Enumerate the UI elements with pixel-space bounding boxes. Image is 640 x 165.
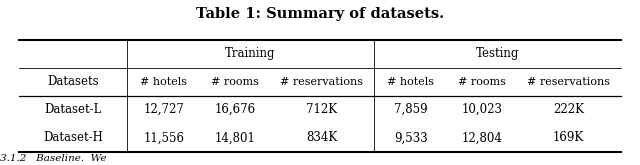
Text: 12,804: 12,804 bbox=[461, 131, 502, 144]
Text: # hotels: # hotels bbox=[140, 77, 188, 87]
Text: Testing: Testing bbox=[476, 47, 519, 60]
Text: # reservations: # reservations bbox=[280, 77, 364, 87]
Text: 16,676: 16,676 bbox=[214, 103, 256, 116]
Text: 7,859: 7,859 bbox=[394, 103, 428, 116]
Text: Dataset-H: Dataset-H bbox=[44, 131, 103, 144]
Text: 3.1.2   Baseline.  We: 3.1.2 Baseline. We bbox=[0, 154, 106, 163]
Text: 9,533: 9,533 bbox=[394, 131, 428, 144]
Text: 169K: 169K bbox=[553, 131, 584, 144]
Text: 11,556: 11,556 bbox=[143, 131, 184, 144]
Text: 10,023: 10,023 bbox=[461, 103, 502, 116]
Text: # rooms: # rooms bbox=[211, 77, 259, 87]
Text: 834K: 834K bbox=[307, 131, 337, 144]
Text: 12,727: 12,727 bbox=[143, 103, 184, 116]
Text: 222K: 222K bbox=[553, 103, 584, 116]
Text: 712K: 712K bbox=[307, 103, 337, 116]
Text: Datasets: Datasets bbox=[47, 75, 99, 88]
Text: Training: Training bbox=[225, 47, 276, 60]
Text: # hotels: # hotels bbox=[387, 77, 434, 87]
Text: # reservations: # reservations bbox=[527, 77, 610, 87]
Text: Dataset-L: Dataset-L bbox=[45, 103, 102, 116]
Text: # rooms: # rooms bbox=[458, 77, 506, 87]
Text: 14,801: 14,801 bbox=[215, 131, 255, 144]
Text: Table 1: Summary of datasets.: Table 1: Summary of datasets. bbox=[196, 7, 444, 21]
